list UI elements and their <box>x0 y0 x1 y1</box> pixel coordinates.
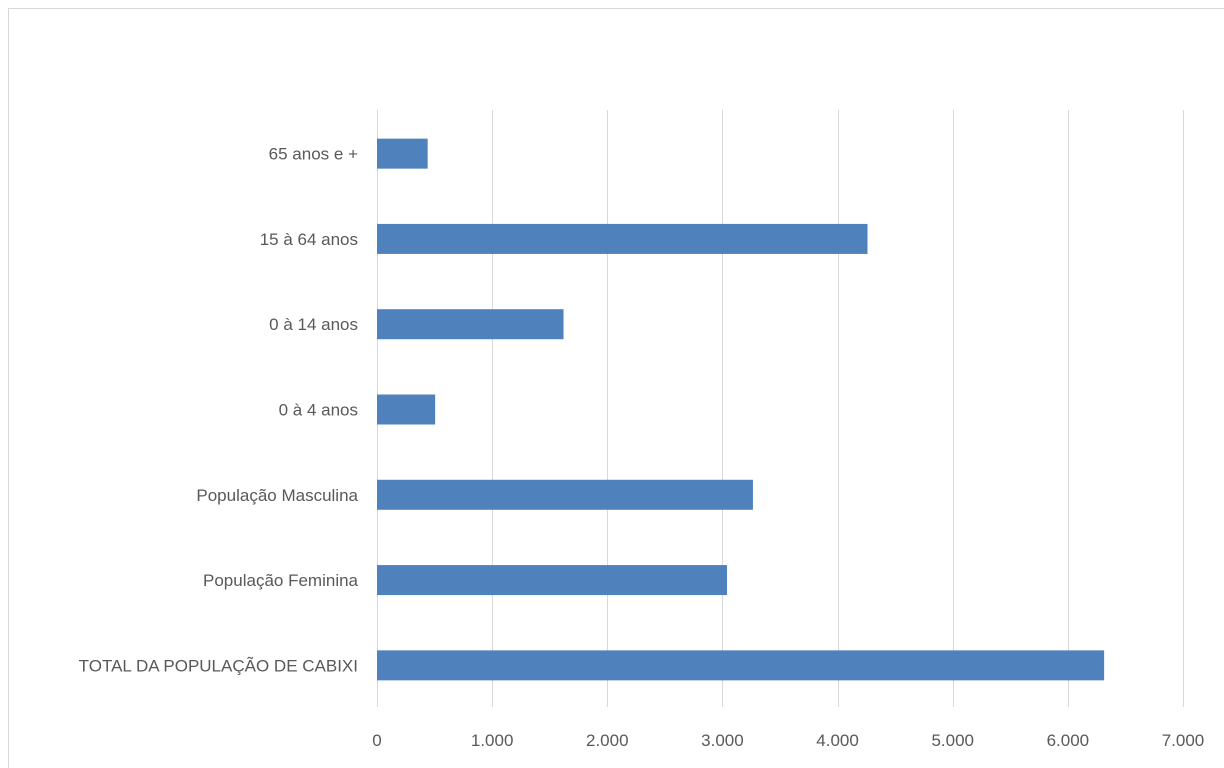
category-label: 0 à 14 anos <box>269 315 358 334</box>
bars <box>377 138 1105 681</box>
category-labels: 65 anos e + 15 à 64 anos 0 à 14 anos 0 à 4 … <box>79 145 359 676</box>
category-label: 15 à 64 anos <box>260 230 358 249</box>
category-label: 0 à 4 anos <box>279 401 358 420</box>
bar <box>377 650 1105 681</box>
x-tick-label: 0 <box>372 731 381 750</box>
x-tick-label: 1.000 <box>471 731 514 750</box>
bar <box>377 479 753 510</box>
bar <box>377 565 728 596</box>
bar <box>377 223 868 254</box>
x-tick-label: 7.000 <box>1162 731 1205 750</box>
x-tick-label: 2.000 <box>586 731 629 750</box>
gridlines <box>377 110 1184 707</box>
x-tick-label: 5.000 <box>931 731 974 750</box>
x-tick-label: 3.000 <box>701 731 744 750</box>
x-tick-label: 6.000 <box>1047 731 1090 750</box>
category-label: TOTAL DA POPULAÇÃO DE CABIXI <box>79 656 358 675</box>
x-tick-label: 4.000 <box>816 731 859 750</box>
chart-frame <box>8 8 1224 768</box>
bar <box>377 309 564 340</box>
bar <box>377 394 436 425</box>
category-label: 65 anos e + <box>269 145 358 164</box>
category-label: População Masculina <box>196 486 358 505</box>
category-label: População Feminina <box>203 571 359 590</box>
x-tick-labels: 0 1.000 2.000 3.000 4.000 5.000 6.000 7.000 <box>372 731 1204 750</box>
bar <box>377 138 428 169</box>
